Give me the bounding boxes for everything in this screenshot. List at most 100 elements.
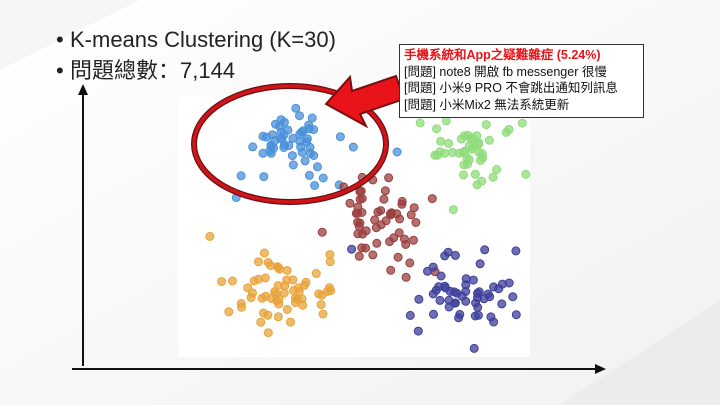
cluster-5-point [414,294,424,304]
cluster-3-point [380,186,390,196]
cluster-4-point [274,294,284,304]
callout-line-3: [問題] 小米Mix2 無法系統更新 [404,97,570,112]
cluster-1-point [305,148,315,158]
cluster-1-point [348,142,358,152]
cluster-3-point [372,238,382,248]
cluster-2-point [448,147,457,157]
cluster-1-point [302,137,311,147]
cluster-5-point [497,299,507,309]
cluster-5-point [480,245,490,255]
bullet-kmeans: • K-means Clustering (K=30) [56,24,336,55]
cluster-1-point [296,142,306,152]
cluster-3-point [389,233,399,243]
cluster-3-point [384,173,394,183]
cluster-4-point [297,294,307,304]
cluster-1-point [291,103,301,113]
cluster-5-point [347,244,357,254]
cluster-4-point [273,281,283,290]
cluster-5-point [494,284,504,294]
cluster-4-point [256,317,266,327]
cluster-4-point [273,312,283,322]
cluster-4-point [237,302,247,312]
cluster-5-point [469,343,479,353]
cluster-3-point [376,206,386,216]
cluster-2-point [470,169,480,179]
cluster-1-point [300,156,310,166]
cluster-3-point [401,272,411,282]
cluster-4-point [273,262,282,272]
cluster-5-point [479,294,489,304]
cluster-2-point [481,120,491,130]
cluster-5-point [457,291,467,301]
cluster-1-point [307,113,317,123]
cluster-4-point [260,273,270,283]
callout-line-2: [問題] 小米9 PRO 不會跳出通知列訊息 [404,81,618,95]
cluster-5-point [405,310,415,320]
cluster-4-point [224,307,234,317]
cluster-5-point [428,262,438,272]
callout-line-1: [問題] note8 開啟 fb messenger 很慢 [404,64,607,79]
cluster-3-point [411,218,421,227]
cluster-2-point [472,131,482,141]
cluster-4-point [263,258,273,267]
cluster-1-point [259,172,269,182]
cluster-5-point [511,310,521,320]
cluster-1-point [258,131,268,141]
cluster-3-point [354,251,364,261]
cluster-4-point [282,266,292,275]
cluster-1-point [236,171,246,181]
x-axis-arrow [595,364,606,374]
cluster-3-point [386,210,396,220]
cluster-2-point [472,180,482,190]
cluster-4-point [263,328,273,338]
cluster-4-point [314,289,324,299]
cluster-3-point [393,252,403,262]
cluster-5-point [471,298,481,308]
cluster-4-point [282,275,292,285]
cluster-5-point [431,285,441,295]
cluster-2-point [517,118,527,128]
cluster-2-point [504,124,514,134]
axes [72,84,606,374]
cluster-3-point [353,202,363,212]
cluster-3-point [357,243,367,253]
cluster-3-point [394,228,404,238]
bullet-dot: • [56,27,64,52]
cluster-4-point [227,276,237,286]
cluster-4-point [286,317,295,327]
bullet-total-text: 問題總數：7,144 [70,58,236,83]
cluster-5-point [450,298,460,308]
cluster-5-point [455,309,465,319]
cluster-5-point [511,246,521,256]
cluster-1-point [295,111,304,121]
cluster-1-point [304,124,314,134]
scatter-points [205,103,531,353]
cluster-3-point [317,227,327,237]
cluster-4-point [259,248,269,258]
cluster-3-point [409,235,418,245]
cluster-4-point [301,277,311,287]
cluster-2-point [459,170,468,180]
cluster-3-point [427,194,437,204]
cluster-2-point [430,150,440,160]
cluster-2-point [488,172,498,182]
cluster-5-point [508,292,518,302]
cluster-2-point [492,165,502,174]
cluster-1-point [318,173,328,183]
cluster-3-point [386,265,396,275]
cluster-2-point [462,153,472,163]
cluster-4-point [325,257,335,267]
cluster-2-point [432,124,442,134]
cluster-4-point [217,277,227,287]
cluster-1-point [295,129,305,139]
cluster-5-point [436,271,446,281]
bullet-kmeans-text: K-means Clustering (K=30) [70,27,336,52]
cluster-2-point [467,144,477,154]
cluster-4-point [289,286,298,295]
cluster-3-point [368,250,378,260]
cluster-3-point [401,239,411,249]
cluster-5-point [445,286,455,296]
bullet-list: • K-means Clustering (K=30) • 問題總數：7,144 [56,24,336,86]
cluster-2-point [448,205,458,215]
